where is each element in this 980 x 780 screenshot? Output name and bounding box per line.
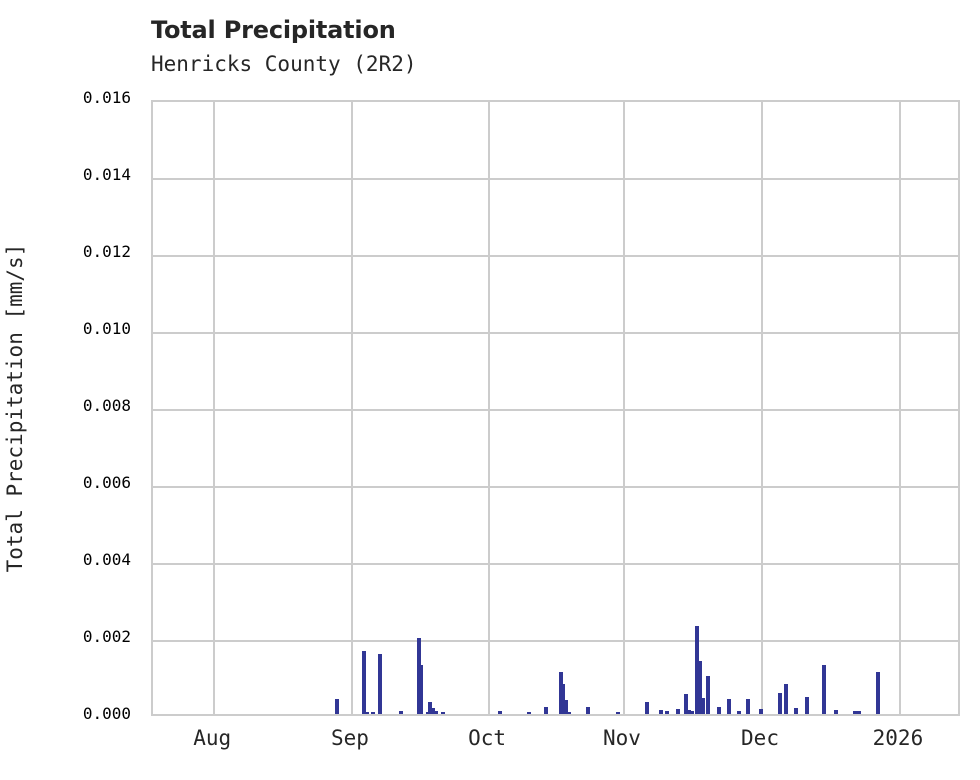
bar	[701, 698, 706, 714]
bar	[794, 707, 799, 714]
bar	[822, 664, 827, 714]
gridline-vertical	[622, 102, 625, 714]
gridline-horizontal	[153, 178, 958, 180]
gridline-horizontal	[153, 332, 958, 334]
chart-subtitle: Henricks County (2R2)	[151, 52, 417, 76]
bar	[440, 711, 445, 714]
bar	[564, 700, 569, 714]
bar	[416, 637, 421, 714]
bar	[616, 712, 621, 714]
x-axis-tick-labels: Aug Sep Oct Nov Dec 2026	[151, 726, 960, 766]
y-tick-text: 0.002	[82, 627, 131, 646]
gridline-vertical	[488, 102, 491, 714]
gridline-vertical	[761, 102, 763, 714]
gridline-horizontal	[153, 409, 958, 411]
plot-area	[151, 100, 960, 716]
bar	[875, 672, 880, 714]
gridline-vertical	[213, 102, 216, 714]
gridline-horizontal	[153, 640, 958, 642]
gridline-horizontal	[153, 486, 958, 488]
bar	[759, 709, 764, 714]
bar	[706, 675, 711, 714]
bar	[695, 625, 700, 714]
bar	[698, 660, 703, 714]
bar	[690, 710, 695, 714]
bar	[676, 709, 681, 714]
bar	[398, 710, 403, 714]
bar	[364, 711, 369, 714]
bar	[335, 699, 340, 714]
y-tick-text: 0.012	[82, 242, 131, 261]
bar	[377, 653, 382, 714]
bar	[543, 707, 548, 714]
y-tick-text: 0.000	[82, 704, 131, 723]
gridline-vertical	[898, 102, 901, 714]
bar	[586, 707, 591, 714]
bar	[805, 697, 810, 714]
bar	[370, 712, 375, 714]
bar	[418, 665, 423, 714]
bar	[687, 709, 692, 714]
bar	[784, 683, 789, 714]
y-tick-text: 0.016	[82, 88, 131, 107]
bar	[361, 650, 366, 714]
y-axis-tick-labels: 0.016 0.014 0.012 0.010 0.008 0.006 0.004 0.002…	[0, 88, 140, 723]
bar	[430, 707, 435, 714]
bar	[746, 698, 751, 714]
bar	[561, 684, 566, 714]
bars-layer	[153, 102, 958, 714]
x-tick-label: Nov	[603, 726, 641, 750]
y-tick-text: 0.014	[82, 165, 131, 184]
bar	[427, 702, 432, 714]
x-tick-label: Oct	[468, 726, 507, 750]
x-tick-label: Dec	[741, 726, 779, 750]
bar	[567, 712, 572, 714]
x-tick-label: 2026	[872, 726, 924, 750]
bar	[497, 710, 502, 714]
gridline-horizontal	[153, 255, 958, 257]
x-tick-label: Sep	[330, 726, 369, 750]
y-tick-text: 0.004	[82, 550, 131, 569]
bar	[433, 711, 438, 714]
bar	[717, 707, 722, 714]
bar	[425, 712, 430, 714]
bar	[526, 711, 531, 714]
y-tick-text: 0.010	[82, 319, 131, 338]
gridline-vertical	[350, 102, 353, 714]
bar	[665, 711, 670, 714]
bar	[778, 692, 783, 714]
bar	[737, 710, 742, 714]
bar	[659, 709, 664, 714]
y-tick-text: 0.008	[82, 396, 131, 415]
chart-title: Total Precipitation	[151, 16, 396, 44]
bar	[645, 702, 650, 714]
gridline-horizontal	[153, 563, 958, 565]
bar	[559, 672, 564, 714]
bar	[684, 693, 689, 714]
y-tick-text: 0.006	[82, 473, 131, 492]
bar	[727, 698, 732, 714]
x-tick-label: Aug	[193, 726, 232, 750]
bar	[857, 710, 861, 714]
bar	[852, 711, 857, 714]
bar	[834, 710, 839, 714]
